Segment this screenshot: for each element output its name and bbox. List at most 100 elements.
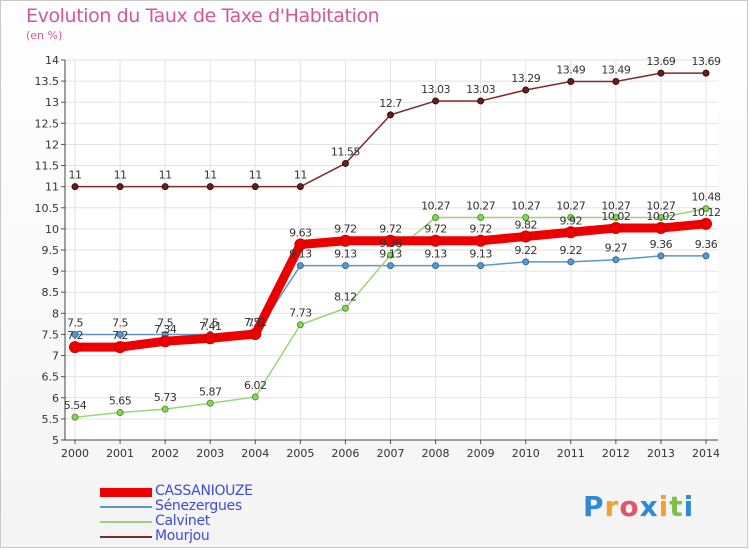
data-label-mourjou: 13.03 — [421, 83, 450, 96]
data-label-mourjou: 11 — [204, 169, 217, 182]
data-point-s-nezergues — [702, 252, 710, 260]
data-point-mourjou — [296, 183, 304, 191]
data-point-mourjou — [612, 78, 620, 86]
y-tick-label: 9.5 — [42, 244, 60, 257]
data-label-calvinet: 9.38 — [379, 237, 402, 250]
data-label-mourjou: 13.69 — [692, 55, 721, 68]
data-label-cassaniouze: 9.72 — [469, 223, 492, 236]
data-label-mourjou: 11.55 — [331, 145, 360, 158]
data-label-calvinet: 8.12 — [334, 290, 357, 303]
y-tick-label: 13.5 — [35, 75, 60, 88]
legend-label-s-nezergues: Sénezergues — [155, 498, 242, 514]
data-point-cassaniouze — [384, 234, 397, 247]
data-point-mourjou — [522, 86, 530, 94]
y-tick-label: 6 — [52, 392, 59, 405]
data-point-s-nezergues — [296, 262, 304, 270]
data-point-calvinet — [251, 393, 259, 401]
data-point-calvinet — [387, 251, 394, 259]
data-label-mourjou: 11 — [69, 169, 82, 182]
data-label-s-nezergues: 9.36 — [650, 238, 673, 251]
data-label-s-nezergues: 9.13 — [289, 248, 312, 261]
data-label-s-nezergues: 9.36 — [695, 238, 718, 251]
data-label-s-nezergues: 9.13 — [334, 248, 357, 261]
data-point-cassaniouze — [204, 332, 217, 345]
data-point-cassaniouze — [564, 226, 577, 239]
data-point-cassaniouze — [700, 217, 712, 230]
y-tick-label: 8 — [52, 307, 59, 320]
data-point-s-nezergues — [477, 262, 485, 270]
x-tick-label: 2000 — [61, 447, 89, 460]
y-tick-label: 7.5 — [42, 328, 60, 341]
data-label-cassaniouze: 9.92 — [560, 214, 583, 227]
data-label-cassaniouze: 7.51 — [244, 316, 267, 329]
data-point-cassaniouze — [114, 341, 127, 354]
data-label-s-nezergues: 9.13 — [469, 248, 492, 261]
data-point-calvinet — [702, 205, 710, 213]
data-label-calvinet: 5.54 — [64, 399, 87, 412]
data-point-cassaniouze — [294, 238, 307, 251]
data-label-mourjou: 11 — [249, 169, 262, 182]
y-tick-label: 13 — [45, 96, 59, 109]
data-point-mourjou — [116, 183, 124, 191]
y-tick-label: 5.5 — [42, 413, 60, 426]
data-point-mourjou — [657, 69, 665, 77]
y-tick-label: 11 — [45, 181, 59, 194]
data-point-calvinet — [296, 321, 304, 329]
y-tick-label: 5 — [52, 434, 59, 447]
data-label-mourjou: 13.03 — [466, 83, 495, 96]
y-tick-label: 14 — [45, 54, 59, 67]
x-tick-label: 2008 — [422, 447, 450, 460]
data-label-cassaniouze: 9.72 — [334, 223, 357, 236]
x-tick-label: 2001 — [106, 447, 134, 460]
data-label-mourjou: 11 — [159, 169, 172, 182]
proxiti-logo: Proxiti — [583, 490, 695, 523]
data-point-cassaniouze — [69, 341, 81, 354]
data-point-calvinet — [432, 213, 440, 221]
data-point-cassaniouze — [609, 222, 622, 235]
y-tick-label: 12.5 — [35, 117, 60, 130]
data-label-cassaniouze: 10.12 — [692, 206, 721, 219]
data-point-cassaniouze — [339, 234, 352, 247]
data-label-s-nezergues: 9.27 — [605, 242, 628, 255]
data-label-mourjou: 11 — [294, 169, 307, 182]
data-label-calvinet: 10.27 — [646, 199, 675, 212]
y-tick-label: 11.5 — [35, 160, 60, 173]
data-label-s-nezergues: 9.13 — [379, 248, 402, 261]
y-tick-label: 10.5 — [35, 202, 60, 215]
data-point-s-nezergues — [612, 256, 620, 264]
x-tick-label: 2013 — [647, 447, 675, 460]
x-tick-label: 2004 — [241, 447, 269, 460]
data-point-s-nezergues — [657, 252, 665, 260]
y-tick-label: 8.5 — [42, 286, 60, 299]
legend-swatch-mourjou — [100, 536, 152, 538]
data-label-cassaniouze: 9.82 — [514, 218, 537, 231]
x-tick-label: 2006 — [331, 447, 359, 460]
data-label-calvinet: 10.27 — [421, 199, 450, 212]
data-point-mourjou — [161, 183, 169, 191]
data-point-calvinet — [612, 213, 620, 221]
y-tick-label: 7 — [52, 350, 59, 363]
data-point-s-nezergues — [71, 330, 79, 338]
legend-swatch-s-nezergues — [100, 506, 152, 508]
data-label-mourjou: 12.7 — [379, 97, 402, 110]
data-point-mourjou — [206, 183, 214, 191]
data-label-mourjou: 13.49 — [556, 64, 585, 77]
data-label-calvinet: 5.65 — [109, 395, 132, 408]
data-label-calvinet: 6.02 — [244, 379, 267, 392]
data-point-calvinet — [341, 304, 349, 312]
legend-swatch-calvinet — [100, 521, 152, 523]
data-point-cassaniouze — [519, 230, 532, 243]
data-point-cassaniouze — [474, 234, 487, 247]
data-label-calvinet: 10.27 — [601, 199, 630, 212]
data-point-s-nezergues — [341, 262, 349, 270]
data-point-calvinet — [522, 213, 530, 221]
x-tick-label: 2002 — [151, 447, 179, 460]
y-tick-label: 12 — [45, 138, 59, 151]
y-tick-label: 6.5 — [42, 371, 60, 384]
data-point-mourjou — [702, 69, 710, 77]
data-label-s-nezergues: 7.5 — [67, 316, 83, 329]
data-label-cassaniouze: 9.72 — [424, 223, 447, 236]
data-point-s-nezergues — [432, 262, 440, 270]
data-point-mourjou — [477, 97, 485, 105]
data-label-cassaniouze: 9.72 — [379, 223, 402, 236]
